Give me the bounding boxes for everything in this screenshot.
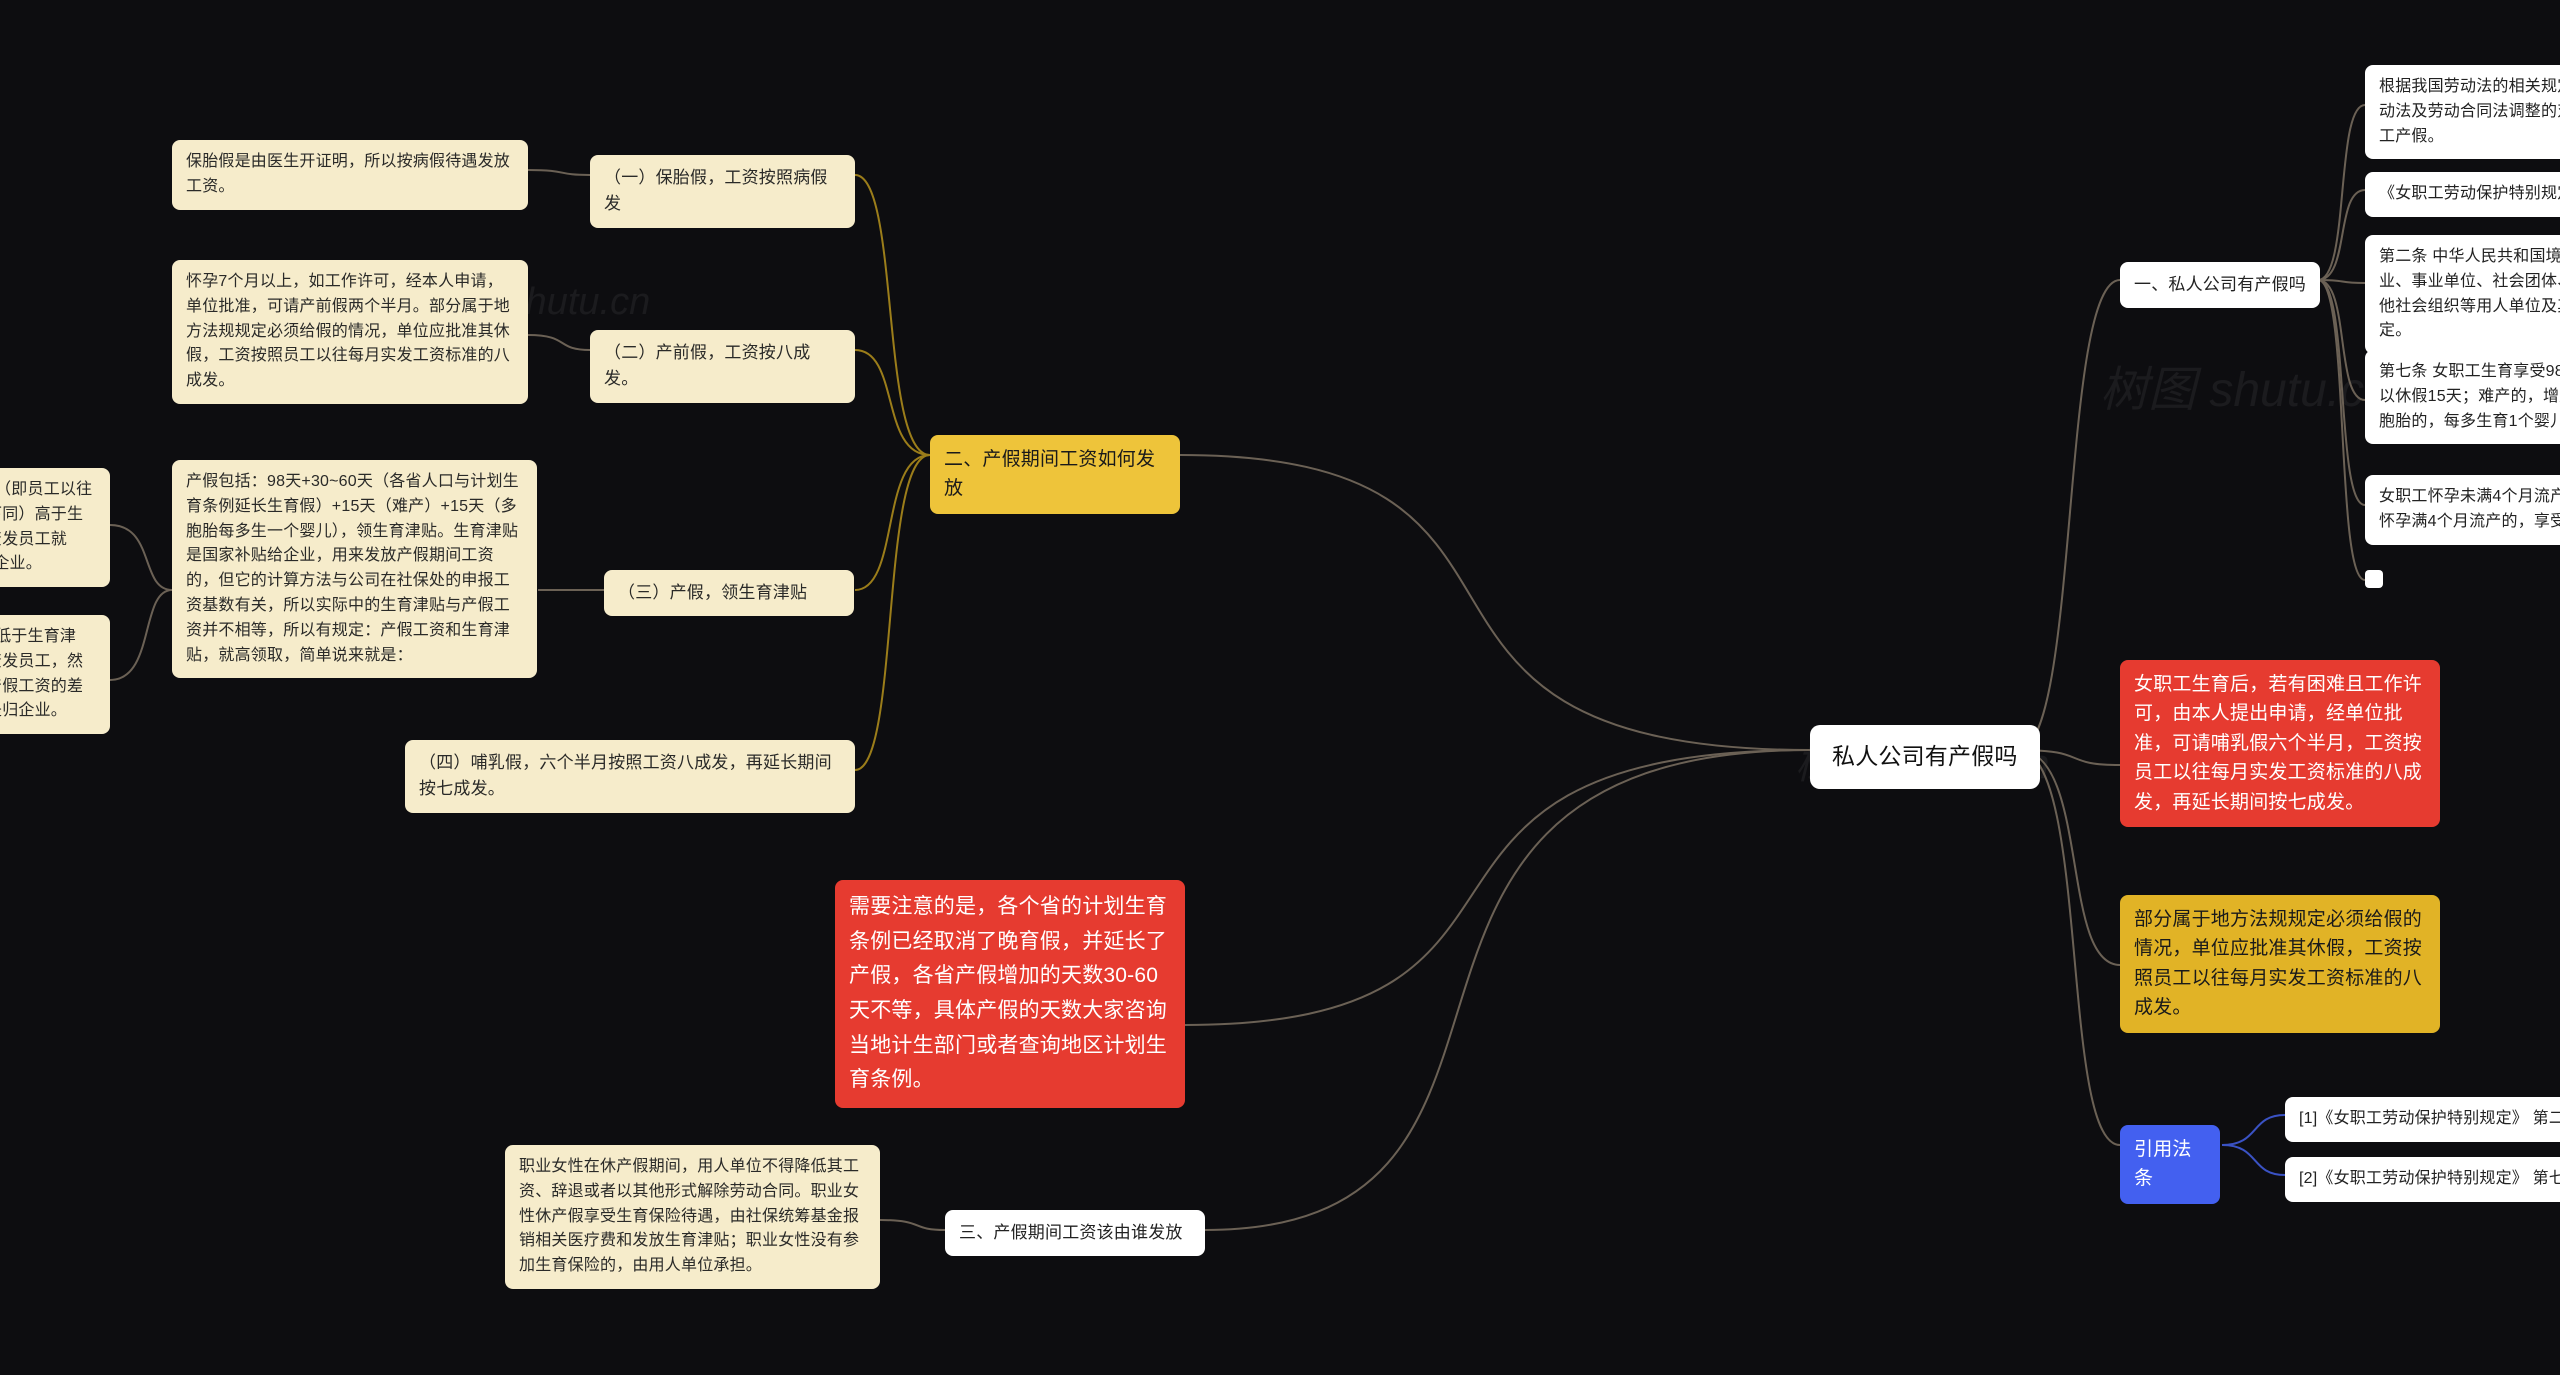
branch-red-right[interactable]: 女职工生育后，若有困难且工作许可，由本人提出申请，经单位批准，可请哺乳假六个半月… bbox=[2120, 660, 2440, 827]
q1-leaf[interactable]: 女职工怀孕未满4个月流产的，享受15天产假；怀孕满4个月流产的，享受42天产假。 bbox=[2365, 475, 2560, 545]
branch-q3[interactable]: 三、产假期间工资该由谁发放 bbox=[945, 1210, 1205, 1256]
q1-leaf[interactable]: 《女职工劳动保护特别规定》 bbox=[2365, 172, 2560, 217]
branch-darkyellow[interactable]: 部分属于地方法规规定必须给假的情况，单位应批准其休假，工资按照员工以往每月实发工… bbox=[2120, 895, 2440, 1033]
q1-leaf-empty bbox=[2365, 570, 2383, 588]
q1-leaf[interactable]: 第七条 女职工生育享受98天产假，其中产前可以休假15天；难产的，增加产假15天… bbox=[2365, 350, 2560, 444]
q2-a-detail[interactable]: 保胎假是由医生开证明，所以按病假待遇发放工资。 bbox=[172, 140, 528, 210]
q2-c-sub2[interactable]: 2、如果员工的产假工资低于生育津贴，那可以先按产假工资发员工，然后生育津贴下来，… bbox=[0, 615, 110, 734]
q2-b-label[interactable]: （二）产前假，工资按八成发。 bbox=[590, 330, 855, 403]
q2-d-label[interactable]: （四）哺乳假，六个半月按照工资八成发，再延长期间按七成发。 bbox=[405, 740, 855, 813]
branch-q1[interactable]: 一、私人公司有产假吗 bbox=[2120, 262, 2320, 308]
law-leaf[interactable]: [2]《女职工劳动保护特别规定》 第七条 bbox=[2285, 1157, 2560, 1202]
branch-q2[interactable]: 二、产假期间工资如何发放 bbox=[930, 435, 1180, 514]
q3-detail[interactable]: 职业女性在休产假期间，用人单位不得降低其工资、辞退或者以其他形式解除劳动合同。职… bbox=[505, 1145, 880, 1289]
law-leaf[interactable]: [1]《女职工劳动保护特别规定》 第二条 bbox=[2285, 1097, 2560, 1142]
root-node[interactable]: 私人公司有产假吗 bbox=[1810, 725, 2040, 789]
branch-law[interactable]: 引用法条 bbox=[2120, 1125, 2220, 1204]
q1-leaf[interactable]: 第二条 中华人民共和国境内的国家机关、企业、事业单位、社会团体、个体经济组织以及… bbox=[2365, 235, 2560, 354]
q2-a-label[interactable]: （一）保胎假，工资按照病假发 bbox=[590, 155, 855, 228]
q2-c-detail[interactable]: 产假包括：98天+30~60天（各省人口与计划生育条例延长生育假）+15天（难产… bbox=[172, 460, 537, 678]
q2-c-sub1[interactable]: 1、如果员工的产假工资（即员工以往每月的实发工资标准，下同）高于生育津贴，那就按… bbox=[0, 468, 110, 587]
mindmap-canvas: 树图 shutu.cn 树图 shutu.cn 树图 shutu.cn 树图 s… bbox=[0, 0, 2560, 1375]
q1-leaf[interactable]: 根据我国劳动法的相关规定，私人企业也属于劳动法及劳动合同法调整的对象，应该按规定… bbox=[2365, 65, 2560, 159]
q2-b-detail[interactable]: 怀孕7个月以上，如工作许可，经本人申请，单位批准，可请产前假两个半月。部分属于地… bbox=[172, 260, 528, 404]
q2-c-label[interactable]: （三）产假，领生育津贴 bbox=[604, 570, 854, 616]
branch-red-left[interactable]: 需要注意的是，各个省的计划生育条例已经取消了晚育假，并延长了产假，各省产假增加的… bbox=[835, 880, 1185, 1108]
